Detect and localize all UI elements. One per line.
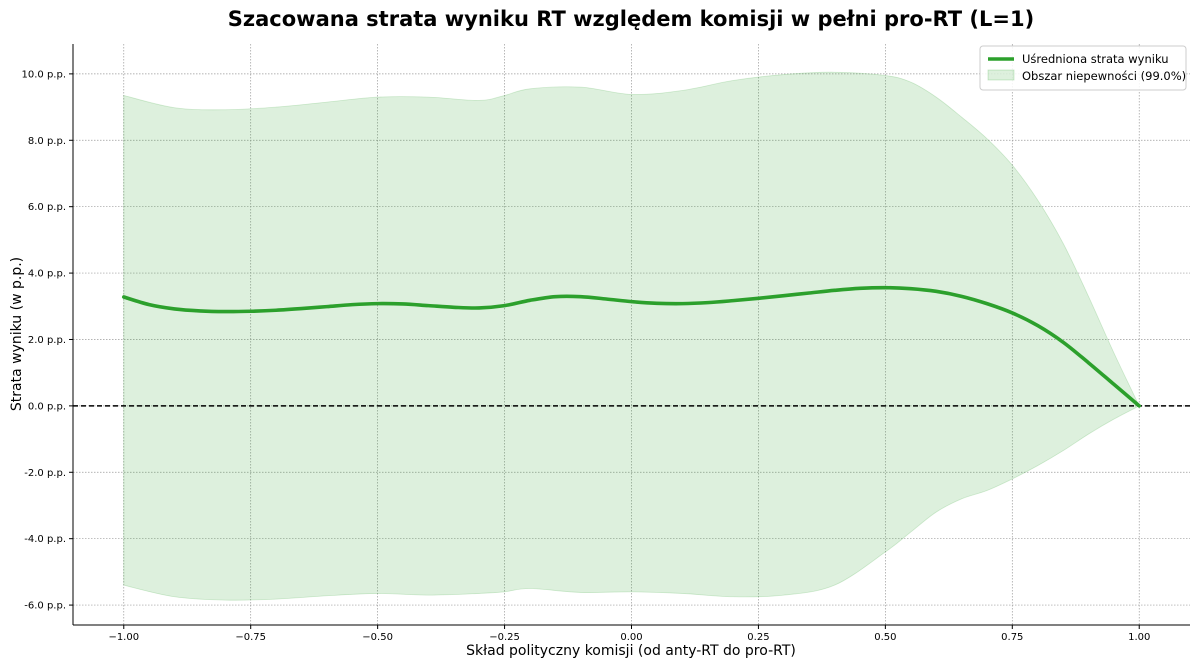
y-tick-label: 0.0 p.p.: [28, 401, 66, 412]
grid-layer: [73, 44, 1190, 625]
uncertainty-band: [123, 71, 1140, 601]
x-tick-label: 1.00: [1128, 632, 1150, 643]
axes-layer: −1.00 −0.75 −0.50 −0.25 0.00 0.25 0.50 0.75 1.00…: [22, 44, 1190, 643]
y-tick-label: 2.0 p.p.: [28, 335, 66, 346]
x-axis-label: Skład polityczny komisji (od anty-RT do …: [466, 643, 796, 659]
y-tick-label: -2.0 p.p.: [24, 468, 66, 479]
legend-label-band: Obszar niepewności (99.0%): [1022, 69, 1186, 83]
y-tick-label: -6.0 p.p.: [24, 601, 66, 612]
mean-loss-line: [121, 285, 1142, 408]
x-tick-label: −0.50: [362, 632, 393, 643]
y-tick-label: 8.0 p.p.: [28, 136, 66, 147]
x-tick-label: 0.75: [1001, 632, 1023, 643]
line-layer: [121, 285, 1142, 408]
legend-frame: [979, 45, 1187, 91]
x-tick-label: −0.25: [489, 632, 520, 643]
x-tick-label: −0.75: [235, 632, 266, 643]
y-tick-label: 4.0 p.p.: [28, 269, 66, 280]
x-tick-label: −1.00: [108, 632, 139, 643]
legend-label-mean: Uśredniona strata wyniku: [1022, 52, 1169, 66]
x-tick-label: 0.25: [747, 632, 769, 643]
chart-title: Szacowana strata wyniku RT względem komi…: [228, 7, 1034, 31]
band-layer: [123, 71, 1140, 601]
text-layer: Szacowana strata wyniku RT względem komi…: [9, 7, 1034, 659]
y-tick-label: 6.0 p.p.: [28, 202, 66, 213]
x-tick-label: 0.50: [874, 632, 896, 643]
legend: Uśredniona strata wyniku Obszar niepewno…: [979, 45, 1187, 91]
x-tick-label: 0.00: [620, 632, 642, 643]
y-tick-label: 10.0 p.p.: [22, 69, 67, 80]
legend-band-swatch: [987, 69, 1015, 81]
y-axis-label: Strata wyniku (w p.p.): [9, 257, 25, 411]
y-tick-label: -4.0 p.p.: [24, 534, 66, 545]
